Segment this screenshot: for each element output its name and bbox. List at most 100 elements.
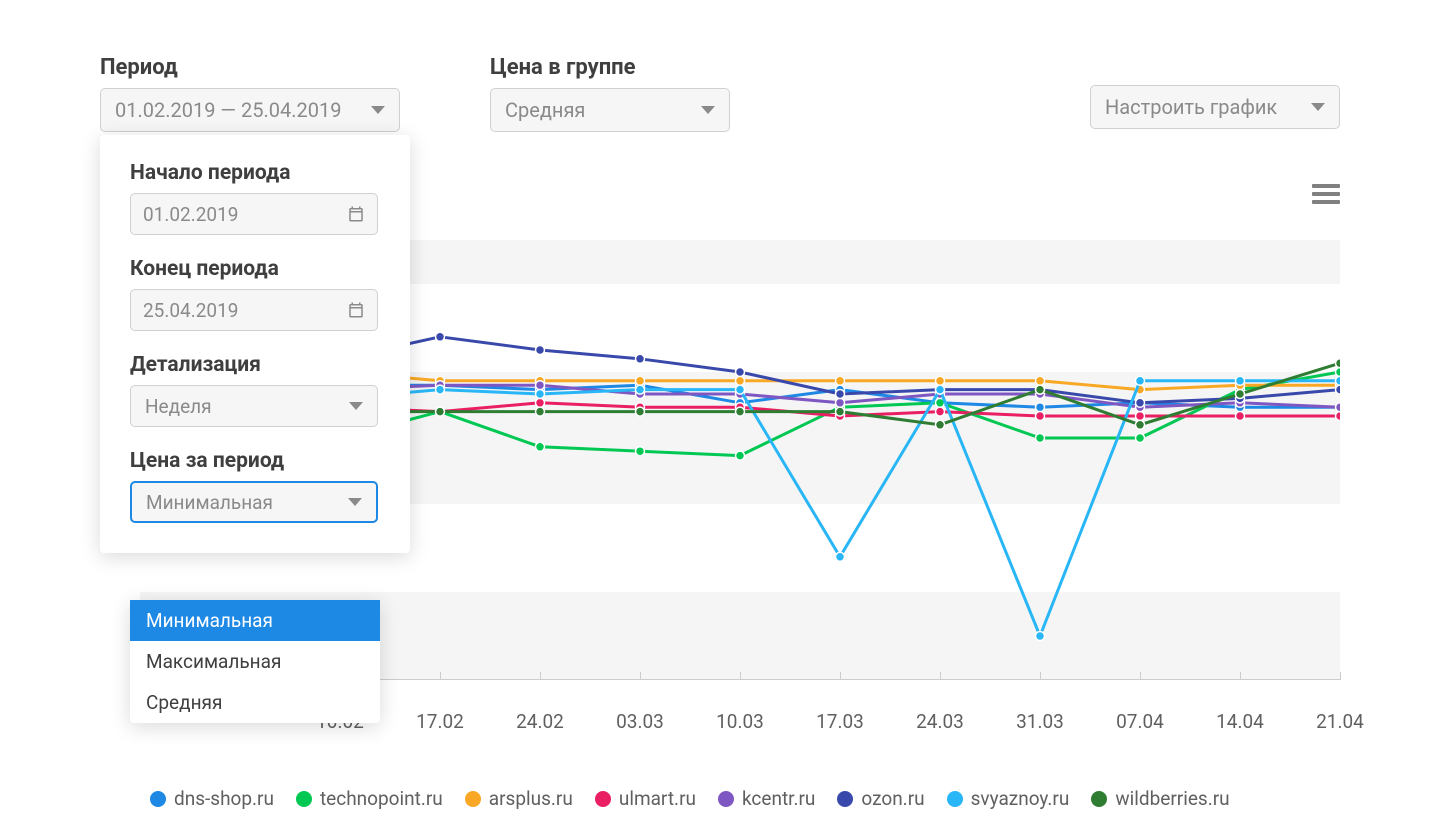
period-dropdown-panel: Начало периода 01.02.2019 Конец периода … <box>100 135 410 553</box>
legend-dot-icon <box>947 791 963 807</box>
legend-item[interactable]: svyaznoy.ru <box>947 787 1070 810</box>
chart-marker <box>736 376 745 385</box>
period-label: Период <box>100 55 400 80</box>
chart-marker <box>436 407 445 416</box>
chart-marker <box>1136 398 1145 407</box>
chart-marker <box>1336 403 1341 412</box>
x-axis-tick <box>440 672 441 680</box>
x-axis-label: 07.04 <box>1116 710 1164 733</box>
start-date-value: 01.02.2019 <box>143 203 238 226</box>
legend-item[interactable]: arsplus.ru <box>465 787 573 810</box>
chart-marker <box>936 420 945 429</box>
chevron-down-icon <box>371 106 385 114</box>
legend-dot-icon <box>1091 791 1107 807</box>
chart-settings-select[interactable]: Настроить график <box>1090 85 1340 129</box>
chart-marker <box>1036 632 1045 641</box>
price-period-options: МинимальнаяМаксимальнаяСредняя <box>130 600 380 723</box>
chevron-down-icon <box>1311 103 1325 111</box>
calendar-icon <box>347 301 365 319</box>
detail-label: Детализация <box>130 353 380 377</box>
chart-marker <box>1336 376 1341 385</box>
chart-marker <box>636 447 645 456</box>
legend-item[interactable]: technopoint.ru <box>296 787 443 810</box>
period-select[interactable]: 01.02.2019 — 25.04.2019 <box>100 88 400 132</box>
legend-item[interactable]: ozon.ru <box>837 787 924 810</box>
chart-marker <box>1236 390 1245 399</box>
chart-marker <box>836 376 845 385</box>
legend-label: technopoint.ru <box>320 787 443 810</box>
end-period-label: Конец периода <box>130 257 380 281</box>
chart-marker <box>536 398 545 407</box>
chart-marker <box>1036 385 1045 394</box>
x-axis-tick <box>1040 672 1041 680</box>
legend-dot-icon <box>837 791 853 807</box>
start-date-input[interactable]: 01.02.2019 <box>130 193 378 235</box>
chart-marker <box>1136 434 1145 443</box>
chart-marker <box>636 376 645 385</box>
x-axis-label: 14.04 <box>1216 710 1264 733</box>
chart-marker <box>1336 385 1341 394</box>
chart-marker <box>1336 359 1341 368</box>
price-group-control: Цена в группе Средняя <box>490 55 730 132</box>
chart-marker <box>936 385 945 394</box>
top-controls: Период 01.02.2019 — 25.04.2019 Цена в гр… <box>100 55 1340 132</box>
price-period-select[interactable]: Минимальная <box>130 481 378 523</box>
chart-menu-icon[interactable] <box>1312 180 1340 208</box>
price-group-value: Средняя <box>505 98 585 122</box>
chart-marker <box>836 390 845 399</box>
calendar-icon <box>347 205 365 223</box>
chart-marker <box>836 552 845 561</box>
x-axis-label: 17.02 <box>416 710 464 733</box>
detail-value: Неделя <box>145 395 212 418</box>
legend-item[interactable]: wildberries.ru <box>1091 787 1229 810</box>
chart-marker <box>836 407 845 416</box>
x-axis-tick <box>1140 672 1141 680</box>
legend-label: kcentr.ru <box>742 787 815 810</box>
chart-marker <box>536 407 545 416</box>
chart-marker <box>536 381 545 390</box>
end-date-value: 25.04.2019 <box>143 299 238 322</box>
chevron-down-icon <box>348 498 362 506</box>
chart-marker <box>1336 368 1341 377</box>
chart-marker <box>1136 412 1145 421</box>
chart-marker <box>636 407 645 416</box>
legend-item[interactable]: dns-shop.ru <box>150 787 274 810</box>
x-axis-label: 10.03 <box>716 710 764 733</box>
x-axis-tick <box>740 672 741 680</box>
settings-control: Настроить график <box>1090 85 1340 129</box>
chart-marker <box>1136 376 1145 385</box>
legend-label: ozon.ru <box>861 787 924 810</box>
x-axis-tick <box>540 672 541 680</box>
legend-item[interactable]: ulmart.ru <box>595 787 696 810</box>
price-option[interactable]: Максимальная <box>130 641 380 682</box>
settings-label: Настроить график <box>1105 95 1277 119</box>
chart-marker <box>736 385 745 394</box>
x-axis-tick <box>840 672 841 680</box>
chart-marker <box>1036 434 1045 443</box>
x-axis-label: 17.03 <box>816 710 864 733</box>
price-option[interactable]: Средняя <box>130 682 380 723</box>
start-period-label: Начало периода <box>130 161 380 185</box>
legend-label: wildberries.ru <box>1115 787 1229 810</box>
price-group-label: Цена в группе <box>490 55 730 80</box>
x-axis-label: 31.03 <box>1016 710 1064 733</box>
legend-item[interactable]: kcentr.ru <box>718 787 815 810</box>
price-option[interactable]: Минимальная <box>130 600 380 641</box>
end-date-input[interactable]: 25.04.2019 <box>130 289 378 331</box>
chart-marker <box>1336 412 1341 421</box>
chart-marker <box>1136 420 1145 429</box>
chart-marker <box>1236 412 1245 421</box>
legend-label: dns-shop.ru <box>174 787 274 810</box>
chart-marker <box>736 451 745 460</box>
chart-marker <box>1036 412 1045 421</box>
chart-marker <box>636 385 645 394</box>
chart-marker <box>536 346 545 355</box>
chart-marker <box>936 407 945 416</box>
detail-select[interactable]: Неделя <box>130 385 378 427</box>
chart-marker <box>736 368 745 377</box>
chart-marker <box>636 354 645 363</box>
price-group-select[interactable]: Средняя <box>490 88 730 132</box>
x-axis-label: 21.04 <box>1316 710 1364 733</box>
chart-marker <box>736 407 745 416</box>
x-axis-label: 24.03 <box>916 710 964 733</box>
